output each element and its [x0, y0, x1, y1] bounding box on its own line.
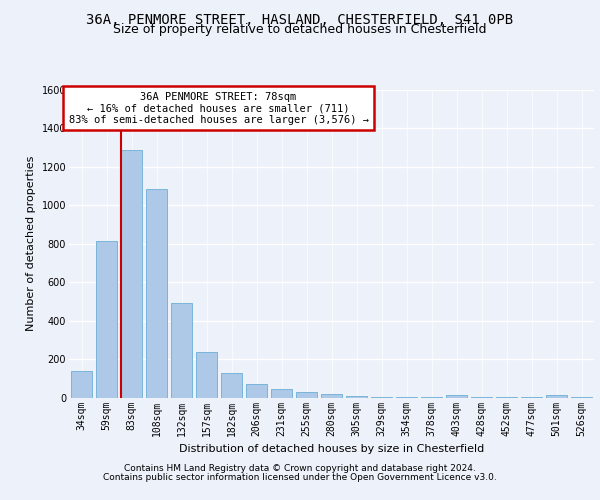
Text: Contains public sector information licensed under the Open Government Licence v3: Contains public sector information licen… — [103, 474, 497, 482]
Bar — [346, 396, 367, 398]
Bar — [71, 370, 92, 398]
Bar — [271, 390, 292, 398]
Text: 36A PENMORE STREET: 78sqm
← 16% of detached houses are smaller (711)
83% of semi: 36A PENMORE STREET: 78sqm ← 16% of detac… — [68, 92, 368, 124]
Bar — [446, 395, 467, 398]
Bar — [396, 397, 417, 398]
Bar — [96, 241, 117, 398]
Bar — [371, 396, 392, 398]
Bar — [546, 395, 567, 398]
Bar — [196, 352, 217, 398]
Bar — [321, 394, 342, 398]
Bar — [146, 189, 167, 398]
Bar — [221, 372, 242, 398]
Bar — [246, 384, 267, 398]
X-axis label: Distribution of detached houses by size in Chesterfield: Distribution of detached houses by size … — [179, 444, 484, 454]
Bar — [121, 150, 142, 398]
Bar — [296, 392, 317, 398]
Bar — [171, 304, 192, 398]
Y-axis label: Number of detached properties: Number of detached properties — [26, 156, 36, 332]
Text: Contains HM Land Registry data © Crown copyright and database right 2024.: Contains HM Land Registry data © Crown c… — [124, 464, 476, 473]
Text: 36A, PENMORE STREET, HASLAND, CHESTERFIELD, S41 0PB: 36A, PENMORE STREET, HASLAND, CHESTERFIE… — [86, 12, 514, 26]
Text: Size of property relative to detached houses in Chesterfield: Size of property relative to detached ho… — [113, 22, 487, 36]
